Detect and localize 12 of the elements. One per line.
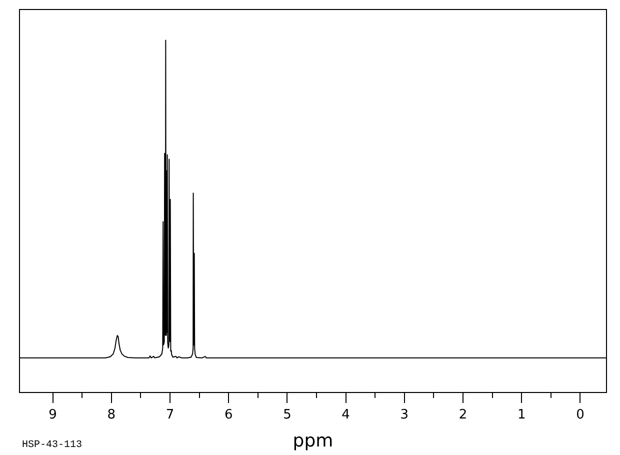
x-tick-label: 6 bbox=[224, 408, 233, 423]
x-tick-label: 0 bbox=[576, 408, 584, 423]
text: HSP-43-113 bbox=[22, 440, 82, 451]
x-tick-label: 7 bbox=[166, 408, 174, 423]
x-tick-label: 8 bbox=[107, 408, 116, 423]
x-tick-label: 4 bbox=[342, 408, 350, 423]
x-tick-label: 1 bbox=[517, 408, 526, 423]
x-tick-label: 5 bbox=[283, 408, 292, 423]
x-tick-label: 9 bbox=[48, 408, 57, 423]
x-tick-label: 3 bbox=[400, 408, 409, 423]
x-tick-label: 2 bbox=[458, 408, 468, 423]
x-axis-title: ppm bbox=[292, 430, 334, 452]
